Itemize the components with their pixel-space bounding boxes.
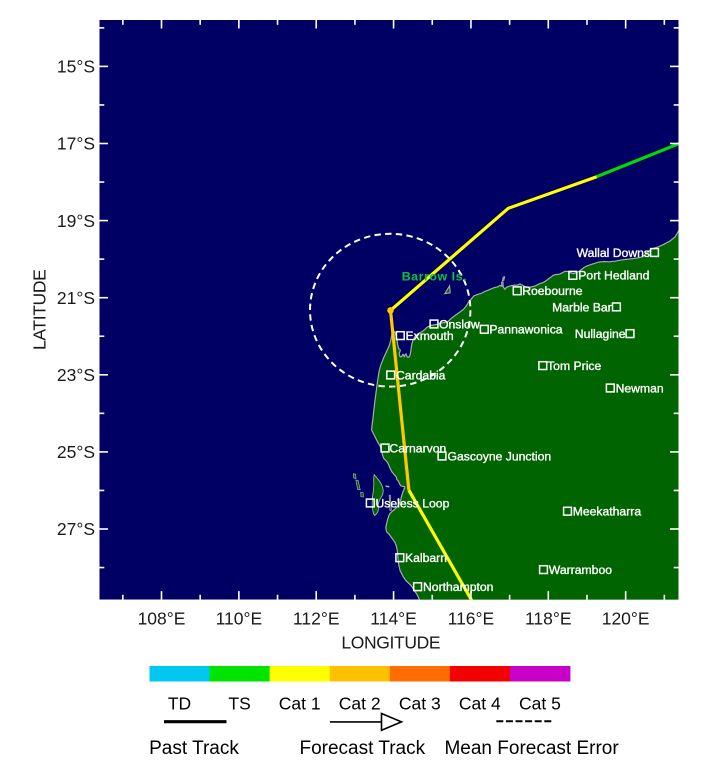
svg-text:Mean Forecast Error: Mean Forecast Error xyxy=(444,738,619,759)
svg-text:Northampton: Northampton xyxy=(423,580,493,594)
svg-text:Tom Price: Tom Price xyxy=(547,359,601,373)
svg-text:LONGITUDE: LONGITUDE xyxy=(341,633,440,653)
svg-text:Wallal Downs: Wallal Downs xyxy=(577,246,650,260)
svg-text:Roebourne: Roebourne xyxy=(522,284,583,298)
svg-text:23°S: 23°S xyxy=(57,365,95,385)
svg-text:Forecast Track: Forecast Track xyxy=(299,738,425,759)
svg-text:Cat 4: Cat 4 xyxy=(459,694,501,714)
svg-text:110°E: 110°E xyxy=(216,608,263,628)
svg-text:Cat 5: Cat 5 xyxy=(519,694,561,714)
svg-text:120°E: 120°E xyxy=(602,608,650,628)
svg-text:116°E: 116°E xyxy=(448,608,495,628)
svg-text:TS: TS xyxy=(228,694,250,714)
svg-text:Cat 3: Cat 3 xyxy=(399,694,441,714)
svg-text:114°E: 114°E xyxy=(370,608,417,628)
svg-text:Past Track: Past Track xyxy=(149,738,239,759)
svg-text:Useless Loop: Useless Loop xyxy=(376,496,450,510)
svg-text:Barrow Is.: Barrow Is. xyxy=(402,270,467,284)
svg-text:21°S: 21°S xyxy=(57,288,95,308)
svg-text:17°S: 17°S xyxy=(57,134,95,154)
svg-text:Port Hedland: Port Hedland xyxy=(578,269,649,283)
svg-text:Warramboo: Warramboo xyxy=(549,563,612,577)
svg-text:25°S: 25°S xyxy=(57,442,95,462)
svg-text:19°S: 19°S xyxy=(57,211,95,231)
svg-text:Gascoyne Junction: Gascoyne Junction xyxy=(448,449,552,463)
svg-text:Exmouth: Exmouth xyxy=(406,329,454,343)
svg-text:Meekatharra: Meekatharra xyxy=(573,505,642,519)
svg-text:15°S: 15°S xyxy=(57,57,95,77)
svg-text:LATITUDE: LATITUDE xyxy=(29,270,49,351)
svg-text:Carnarvon: Carnarvon xyxy=(389,441,446,455)
svg-text:108°E: 108°E xyxy=(138,608,186,628)
svg-text:TD: TD xyxy=(168,694,191,714)
svg-text:Marble Bar: Marble Bar xyxy=(552,300,612,314)
svg-text:Nullagine: Nullagine xyxy=(575,327,626,341)
svg-text:Pannawonica: Pannawonica xyxy=(489,323,562,337)
svg-text:Cardabia: Cardabia xyxy=(396,368,446,382)
svg-text:118°E: 118°E xyxy=(525,608,572,628)
svg-text:Kalbarri: Kalbarri xyxy=(405,551,447,565)
svg-text:Cat 2: Cat 2 xyxy=(339,694,381,714)
svg-text:Onslow: Onslow xyxy=(439,317,480,331)
svg-text:Cat 1: Cat 1 xyxy=(279,694,321,714)
svg-text:27°S: 27°S xyxy=(57,519,95,539)
svg-text:Newman: Newman xyxy=(616,381,664,395)
svg-text:112°E: 112°E xyxy=(293,608,340,628)
